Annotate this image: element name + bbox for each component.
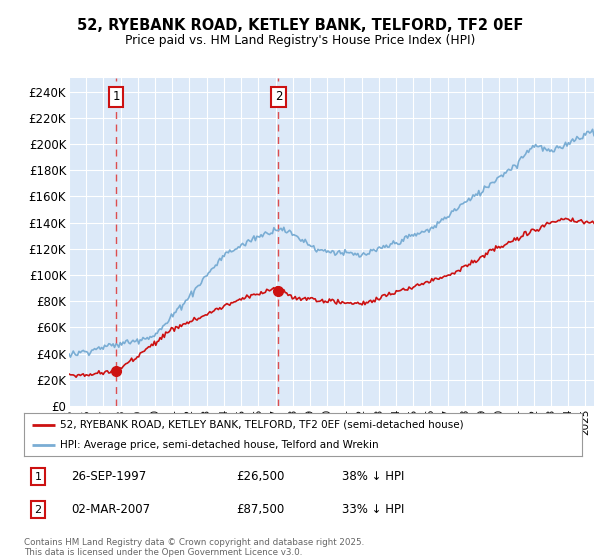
Text: £87,500: £87,500: [236, 503, 284, 516]
Text: £26,500: £26,500: [236, 470, 284, 483]
Text: 1: 1: [34, 472, 41, 482]
Text: Contains HM Land Registry data © Crown copyright and database right 2025.
This d: Contains HM Land Registry data © Crown c…: [24, 538, 364, 557]
Text: 33% ↓ HPI: 33% ↓ HPI: [342, 503, 404, 516]
Text: 1: 1: [112, 90, 120, 103]
Text: HPI: Average price, semi-detached house, Telford and Wrekin: HPI: Average price, semi-detached house,…: [60, 440, 379, 450]
Text: Price paid vs. HM Land Registry's House Price Index (HPI): Price paid vs. HM Land Registry's House …: [125, 34, 475, 48]
Text: 02-MAR-2007: 02-MAR-2007: [71, 503, 151, 516]
Text: 26-SEP-1997: 26-SEP-1997: [71, 470, 146, 483]
Text: 52, RYEBANK ROAD, KETLEY BANK, TELFORD, TF2 0EF (semi-detached house): 52, RYEBANK ROAD, KETLEY BANK, TELFORD, …: [60, 419, 464, 430]
Text: 38% ↓ HPI: 38% ↓ HPI: [342, 470, 404, 483]
Text: 2: 2: [275, 90, 282, 103]
Text: 52, RYEBANK ROAD, KETLEY BANK, TELFORD, TF2 0EF: 52, RYEBANK ROAD, KETLEY BANK, TELFORD, …: [77, 18, 523, 32]
Text: 2: 2: [34, 505, 41, 515]
